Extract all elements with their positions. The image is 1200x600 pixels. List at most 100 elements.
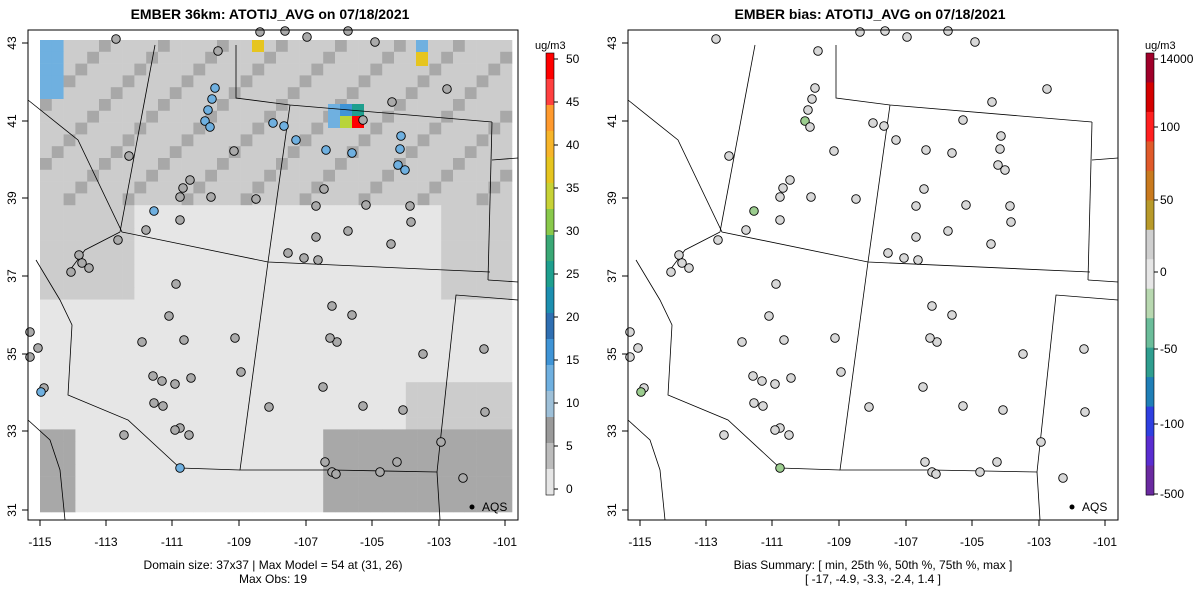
colorbar-tick-label: -100 xyxy=(1160,417,1184,431)
bias-marker xyxy=(807,94,817,104)
y-tick-label: 35 xyxy=(605,347,619,361)
observation-marker xyxy=(164,311,174,321)
bias-marker xyxy=(784,430,794,440)
bias-marker xyxy=(771,279,781,289)
x-tick-label: -109 xyxy=(227,535,251,549)
bias-marker xyxy=(925,333,935,343)
observation-marker xyxy=(361,200,371,210)
aqs-legend-label: AQS xyxy=(482,500,508,514)
y-tick-label: 43 xyxy=(605,36,619,50)
colorbar-tick-label: 5 xyxy=(566,439,573,453)
observation-marker xyxy=(347,310,357,320)
x-axis-ticks: -115 -113 -111 -109 -107 -105 -103 -101 xyxy=(628,520,1117,549)
bias-marker xyxy=(920,457,930,467)
bias-marker xyxy=(719,430,729,440)
observation-marker xyxy=(302,32,312,42)
colorbar-tick-label: 14000 xyxy=(1160,52,1194,66)
observation-marker xyxy=(370,37,380,47)
observation-marker xyxy=(200,116,210,126)
aqs-legend-label: AQS xyxy=(1082,500,1108,514)
colorbar-tick-label: 30 xyxy=(566,224,580,238)
observation-marker xyxy=(279,121,289,131)
observation-marker xyxy=(185,175,195,185)
observation-marker xyxy=(186,373,196,383)
bias-marker xyxy=(918,382,928,392)
observation-marker xyxy=(158,401,168,411)
bias-marker xyxy=(911,232,921,242)
colorbar-tick-label: -500 xyxy=(1160,487,1184,501)
bias-marker xyxy=(851,194,861,204)
border-line xyxy=(835,45,1093,123)
colorbar-tick-label: 40 xyxy=(566,138,580,152)
model-grid-cells xyxy=(40,40,513,513)
bias-marker xyxy=(1036,437,1046,447)
model-map-plot: -115 -113 -111 -109 -107 -105 -103 -101 43 41 39 3… xyxy=(5,26,580,549)
x-tick-label: -103 xyxy=(427,535,451,549)
bias-marker xyxy=(902,32,912,42)
observation-marker xyxy=(358,401,368,411)
observation-marker xyxy=(141,225,151,235)
colorbar-tick-label: 0 xyxy=(1160,265,1167,279)
bias-marker xyxy=(1000,165,1010,175)
observation-marker xyxy=(386,239,396,249)
observation-marker xyxy=(74,250,84,260)
x-tick-label: -115 xyxy=(28,535,51,549)
observation-marker xyxy=(119,430,129,440)
x-tick-label: -105 xyxy=(360,535,384,549)
bias-marker xyxy=(775,215,785,225)
bias-marker xyxy=(995,144,1005,154)
bias-marker xyxy=(800,116,810,126)
border-line xyxy=(487,121,493,281)
observation-marker xyxy=(175,192,185,202)
bias-marker xyxy=(806,192,816,202)
bias-marker xyxy=(810,83,820,93)
observation-marker xyxy=(148,371,158,381)
x-tick-label: -113 xyxy=(694,535,717,549)
observation-marker xyxy=(77,258,87,268)
observation-marker xyxy=(393,160,403,170)
observation-marker xyxy=(149,398,159,408)
y-tick-label: 39 xyxy=(5,191,19,205)
model-map-panel: EMBER 36km: ATOTIJ_AVG on 07/18/2021 -11… xyxy=(5,6,580,586)
aqs-bias-markers xyxy=(625,26,1090,483)
bias-marker xyxy=(786,373,796,383)
bias-marker xyxy=(880,26,890,36)
colorbar-tick-label: 35 xyxy=(566,181,580,195)
observation-marker xyxy=(347,148,357,158)
x-tick-label: -103 xyxy=(1027,535,1051,549)
observation-marker xyxy=(33,343,43,353)
bias-marker xyxy=(1058,473,1068,483)
border-line xyxy=(69,231,121,271)
observation-marker xyxy=(291,135,301,145)
bias-marker xyxy=(1005,201,1015,211)
bias-marker xyxy=(943,226,953,236)
border-line xyxy=(627,99,1091,273)
observation-marker xyxy=(184,430,194,440)
bias-marker xyxy=(770,425,780,435)
bias-marker xyxy=(996,131,1006,141)
plot-background xyxy=(628,30,1118,520)
observation-marker xyxy=(84,263,94,273)
bias-marker xyxy=(855,27,865,37)
colorbar-tick-label: 45 xyxy=(566,95,580,109)
bias-marker xyxy=(992,457,1002,467)
observation-marker xyxy=(179,335,189,345)
observation-marker xyxy=(313,255,323,265)
observation-marker xyxy=(157,376,167,386)
bias-marker xyxy=(737,337,747,347)
observation-marker xyxy=(400,165,410,175)
bias-marker xyxy=(947,310,957,320)
bias-marker xyxy=(883,248,893,258)
plot-frame xyxy=(627,29,1119,521)
observation-marker xyxy=(206,192,216,202)
observation-marker xyxy=(175,463,185,473)
x-tick-label: -111 xyxy=(161,535,184,549)
plot-frame xyxy=(27,29,519,521)
colorbar-tick-label: 100 xyxy=(1160,120,1180,134)
y-tick-label: 41 xyxy=(5,114,19,128)
bias-marker xyxy=(805,122,815,132)
y-tick-label: 39 xyxy=(605,191,619,205)
border-line xyxy=(119,44,156,233)
bias-marker xyxy=(684,263,694,273)
